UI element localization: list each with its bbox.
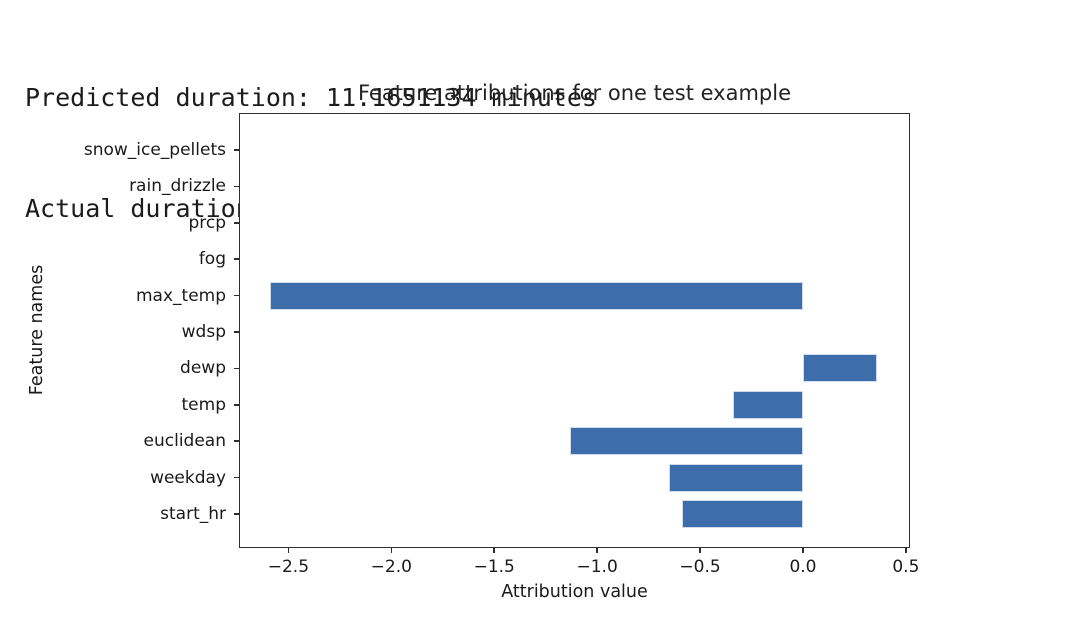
y-tick-mark (234, 149, 239, 151)
x-tick-mark (493, 548, 496, 553)
y-tick-mark (234, 331, 239, 333)
y-tick-mark (234, 440, 239, 442)
x-tick-mark (802, 548, 804, 553)
bar-dewp (802, 354, 878, 383)
x-tick-label: −1.5 (473, 557, 515, 577)
y-tick-label-wdsp: wdsp (181, 322, 226, 342)
x-tick-label: −0.5 (679, 557, 721, 577)
x-tick-mark (699, 548, 701, 553)
y-tick-label-euclidean: euclidean (143, 431, 226, 452)
y-tick-label-snow_ice_pellets: snow_ice_pellets (83, 140, 226, 160)
y-tick-mark (234, 185, 239, 188)
y-tick-label-dewp: dewp (180, 358, 226, 379)
y-tick-label-prcp: prcp (188, 212, 226, 233)
x-tick-label: −1.0 (576, 557, 618, 577)
bar-start_hr (681, 500, 803, 528)
y-tick-mark (234, 294, 239, 297)
x-tick-label: 0.0 (789, 557, 817, 577)
x-axis-label: Attribution value (501, 582, 648, 602)
y-tick-label-max_temp: max_temp (135, 285, 226, 306)
x-tick-mark (287, 548, 290, 553)
plot-area (239, 113, 910, 548)
y-tick-label-temp: temp (181, 394, 226, 415)
y-tick-mark (234, 258, 239, 260)
x-tick-label: −2.5 (267, 557, 310, 577)
x-tick-mark (905, 548, 907, 553)
bar-temp (732, 390, 803, 419)
predicted-duration-text: Predicted duration: 11.1651134 minutes (25, 83, 597, 112)
y-tick-mark (234, 367, 239, 370)
x-tick-mark (390, 548, 393, 553)
y-tick-mark (234, 404, 239, 406)
y-tick-label-fog: fog (198, 249, 226, 270)
y-tick-mark (234, 222, 239, 224)
x-tick-label: −2.0 (370, 557, 412, 577)
bar-euclidean (570, 427, 803, 456)
y-tick-mark (234, 513, 239, 515)
chart-title: Feature attributions for one test exampl… (357, 81, 791, 105)
x-tick-label: 0.5 (892, 557, 920, 577)
bar-weekday (669, 463, 803, 492)
y-tick-mark (234, 476, 239, 479)
y-tick-label-rain_drizzle: rain_drizzle (129, 176, 226, 197)
bar-max_temp (269, 281, 803, 310)
y-tick-label-weekday: weekday (150, 467, 226, 488)
x-tick-mark (596, 548, 598, 553)
y-tick-label-start_hr: start_hr (160, 504, 226, 524)
